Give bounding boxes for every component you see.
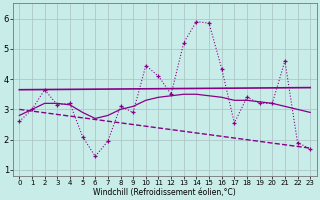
X-axis label: Windchill (Refroidissement éolien,°C): Windchill (Refroidissement éolien,°C): [93, 188, 236, 197]
